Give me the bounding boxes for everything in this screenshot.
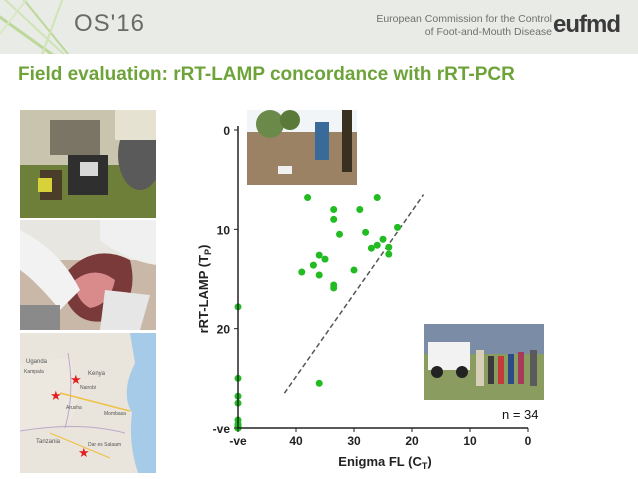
- map-label-arusha: Arusha: [66, 405, 82, 411]
- y-tick-label: 0: [223, 124, 230, 138]
- data-point: [330, 215, 338, 223]
- map-label-uganda: Uganda: [26, 359, 48, 365]
- trendline: [283, 194, 425, 394]
- x-tick-label: -ve: [229, 434, 247, 448]
- data-point: [385, 243, 393, 251]
- data-point: [385, 250, 393, 258]
- slide-title: Field evaluation: rRT-LAMP concordance w…: [18, 64, 515, 85]
- plot-area: [234, 194, 425, 432]
- data-point: [315, 271, 323, 279]
- logo-text: eufmd: [553, 11, 621, 38]
- sampling-image: [20, 220, 156, 330]
- map-label-tanzania: Tanzania: [36, 439, 61, 445]
- header-title: OS'16: [74, 10, 145, 37]
- data-point: [373, 241, 381, 249]
- photo-sampling: [20, 220, 156, 330]
- organization-line-2: of Foot-and-Mouth Disease: [424, 26, 552, 38]
- x-tick-label: 0: [525, 434, 532, 448]
- data-point: [330, 205, 338, 213]
- sample-size-annotation: n = 34: [502, 407, 539, 422]
- data-point: [321, 255, 329, 263]
- organization-line-1: European Commission for the Control: [376, 13, 552, 25]
- x-tick-label: 30: [347, 434, 361, 448]
- map-label-nairobi: Nairobi: [80, 385, 96, 391]
- map-label-mombasa: Mombasa: [104, 411, 126, 417]
- map-star-icon: ★: [78, 445, 90, 460]
- data-point: [350, 266, 358, 274]
- header-banner: OS'16 European Commission for the Contro…: [0, 0, 638, 54]
- map-star-icon: ★: [50, 388, 62, 403]
- map-label-kampala: Kampala: [24, 369, 44, 375]
- x-tick-label: 20: [405, 434, 419, 448]
- inset-photo-field: [247, 110, 357, 185]
- y-tick-label: -ve: [213, 422, 231, 436]
- organization-name: European Commission for the Control of F…: [376, 13, 552, 39]
- data-point: [367, 244, 375, 252]
- map-label-kenya: Kenya: [88, 371, 106, 377]
- data-point: [330, 284, 338, 292]
- x-axis-label: Enigma FL (CT): [338, 454, 431, 471]
- photo-field-equipment: [20, 110, 156, 218]
- axes: 0 10 20 -ve-ve 40 30 20 10 0 Enigma FL (CT) rRT-LA…: [196, 124, 532, 471]
- data-point: [394, 223, 401, 231]
- data-point: [362, 228, 370, 236]
- data-point: [315, 251, 323, 259]
- map-image: Uganda Kampala Kenya Nairobi Arusha Momb…: [20, 333, 156, 473]
- x-tick-label: 40: [289, 434, 303, 448]
- data-point: [379, 235, 387, 243]
- data-point: [356, 205, 364, 213]
- map-kenya-tanzania: Uganda Kampala Kenya Nairobi Arusha Momb…: [20, 333, 156, 473]
- eufmd-logo: eufmd: [553, 11, 621, 39]
- y-tick-label: 10: [217, 223, 231, 237]
- data-point: [315, 379, 323, 387]
- banner-decoration: [0, 0, 69, 54]
- data-point: [304, 194, 312, 202]
- x-tick-label: 10: [463, 434, 477, 448]
- data-point: [298, 268, 306, 276]
- concordance-scatter-chart: 0 10 20 -ve-ve 40 30 20 10 0 Enigma FL (CT) rRT-LA…: [196, 110, 544, 471]
- y-axis-label: rRT-LAMP (TP): [196, 245, 213, 334]
- data-point: [336, 230, 343, 238]
- data-point: [373, 194, 381, 202]
- map-label-dar: Dar es Salaam: [88, 442, 121, 448]
- y-tick-label: 20: [217, 323, 231, 337]
- data-point: [309, 261, 317, 269]
- map-star-icon: ★: [70, 372, 82, 387]
- inset-photo-team: [424, 324, 544, 400]
- field-equipment-image: [20, 110, 156, 218]
